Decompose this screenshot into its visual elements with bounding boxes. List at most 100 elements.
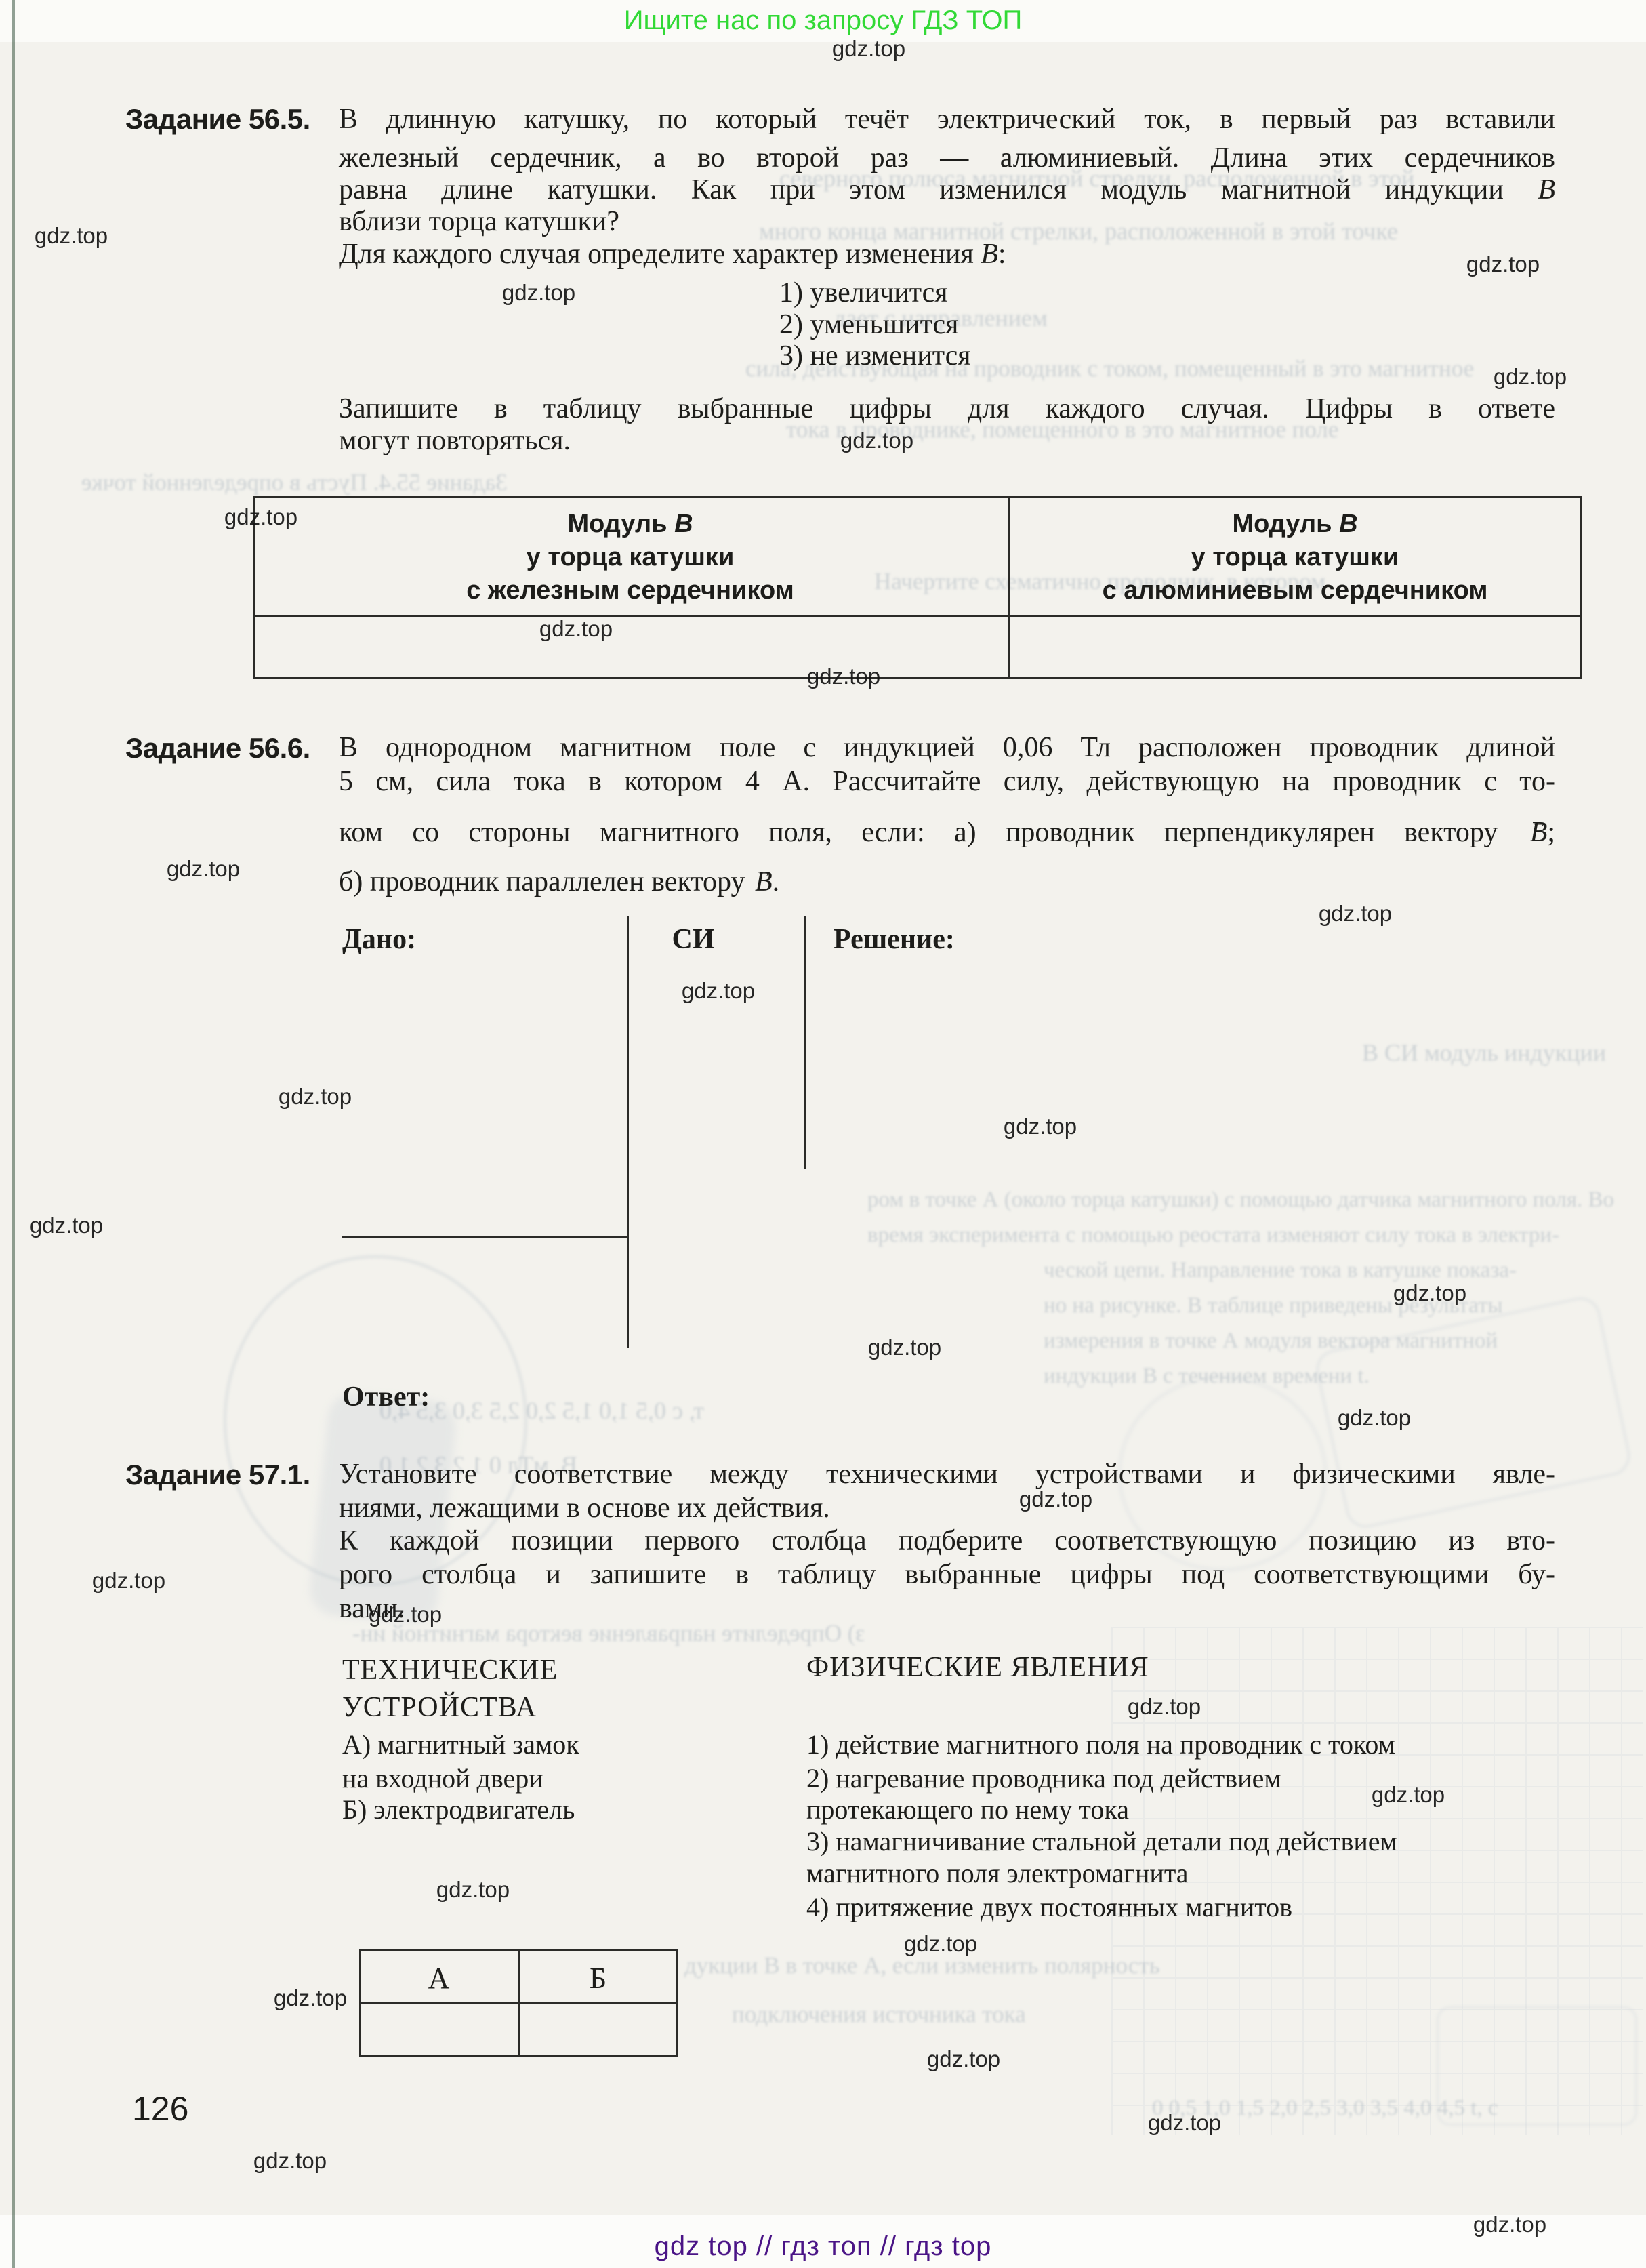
magnetic-induction-symbol: B bbox=[674, 510, 693, 538]
task-56-6-line-4: б) проводник параллелен вектору B. bbox=[339, 866, 1555, 897]
gdz-watermark: gdz.top bbox=[1466, 251, 1540, 277]
gdz-watermark: gdz.top bbox=[903, 1931, 978, 1956]
task-56-5-line-2: железный сердечник, а во второй раз — ал… bbox=[339, 142, 1555, 174]
gdz-watermark: gdz.top bbox=[1019, 1486, 1093, 1512]
table-565-col1-header-line1: Модуль B bbox=[567, 510, 693, 538]
footer-watermark: gdz top // гдз топ // гдз top bbox=[654, 2231, 992, 2261]
answer-option-2: 2) уменьшится bbox=[779, 309, 959, 340]
gdz-watermark: gdz.top bbox=[278, 1084, 352, 1109]
phenomenon-item-4: 4) притяжение двух постоянных магнитов bbox=[806, 1892, 1293, 1922]
comparison-table bbox=[253, 496, 1582, 679]
task-56-5-label: Задание 56.5. bbox=[125, 103, 310, 135]
vector-b-symbol: B bbox=[755, 866, 773, 897]
phenomenon-item-2-line1: 2) нагревание проводника под действием bbox=[806, 1763, 1281, 1794]
gdz-watermark: gdz.top bbox=[840, 428, 914, 453]
solution-divider-left bbox=[627, 916, 629, 1348]
device-item-b: Б) электродвигатель bbox=[342, 1794, 575, 1825]
ghost-text: В СИ модуль индукции bbox=[1362, 1039, 1607, 1066]
magnetic-induction-symbol: B bbox=[981, 239, 998, 270]
otvet-label: Ответ: bbox=[342, 1381, 430, 1413]
si-label: СИ bbox=[672, 924, 715, 955]
coil-sketch-bleedthrough bbox=[1118, 1376, 1327, 1571]
gdz-watermark: gdz.top bbox=[1003, 1114, 1077, 1139]
task-56-6-label: Задание 56.6. bbox=[125, 732, 310, 764]
gdz-watermark: gdz.top bbox=[1371, 1782, 1445, 1807]
gdz-watermark: gdz.top bbox=[1337, 1405, 1412, 1430]
ghost-text: дает с направлением bbox=[834, 304, 1048, 331]
ghost-text: ром в точке А (около торца катушки) с по… bbox=[867, 1188, 1615, 1212]
ghost-text: Задание 55.4. Пусть в определенной точке bbox=[81, 469, 508, 495]
gdz-watermark: gdz.top bbox=[1127, 1694, 1201, 1719]
table-565-col2-header-line1: Модуль B bbox=[1232, 510, 1358, 538]
grid-bleedthrough bbox=[1111, 1627, 1643, 2135]
page-number: 126 bbox=[132, 2090, 189, 2128]
gdz-watermark: gdz.top bbox=[1493, 364, 1567, 389]
small-sketch-bleedthrough bbox=[1437, 2006, 1637, 2126]
comparison-table-row-divider bbox=[253, 615, 1582, 617]
gdz-watermark: gdz.top bbox=[926, 2046, 1001, 2071]
task-56-5-line-1: В длинную катушку, по который течёт элек… bbox=[339, 104, 1555, 135]
ghost-text: измерения в точке А модуля вектора магни… bbox=[1044, 1329, 1498, 1353]
task-56-5-line-4: вблизи торца катушки? bbox=[339, 206, 620, 237]
gdz-watermark: gdz.top bbox=[1147, 2110, 1222, 2135]
task-56-5-note-2: могут повторяться. bbox=[339, 425, 571, 456]
task-57-1-label: Задание 57.1. bbox=[125, 1459, 310, 1491]
answer-option-1: 1) увеличится bbox=[779, 277, 948, 308]
promo-banner: Ищите нас по запросу ГДЗ ТОП bbox=[623, 5, 1023, 35]
ghost-text: 0 0,5 1,0 1,5 2,0 2,5 3,0 3,5 4,0 4,5 t,… bbox=[1152, 2096, 1498, 2120]
phenomenon-item-3-line1: 3) намагничивание стальной детали под де… bbox=[806, 1826, 1397, 1857]
table-565-col1-header-line2: у торца катушки bbox=[526, 543, 735, 571]
task-57-1-line-3: К каждой позиции первого столбца подбери… bbox=[339, 1525, 1555, 1556]
ghost-text: северного полюса магнитной стрелки, расп… bbox=[779, 165, 1415, 192]
ghost-text: дукции B в точке А, если изменить полярн… bbox=[684, 1952, 1160, 1979]
vector-b-symbol: B bbox=[1530, 817, 1548, 848]
ghost-text: время эксперимента с помощью реостата из… bbox=[867, 1223, 1560, 1247]
left-column-header-line1: ТЕХНИЧЕСКИЕ bbox=[342, 1655, 558, 1686]
dano-label: Дано: bbox=[342, 924, 417, 955]
ghost-text: тока в проводнике, помещенного в это маг… bbox=[786, 416, 1339, 443]
magnetic-induction-symbol: B bbox=[1339, 510, 1358, 538]
answer-table-col-a: А bbox=[428, 1962, 450, 1995]
scan-edge-line bbox=[12, 0, 15, 2268]
ghost-text: Начертите схематично проводник, в которо… bbox=[874, 568, 1326, 594]
gdz-watermark: gdz.top bbox=[806, 664, 881, 689]
bottom-white-strip bbox=[0, 2215, 1646, 2268]
reshenie-label: Решение: bbox=[834, 924, 955, 955]
table-565-col2-header-line2: у торца катушки bbox=[1191, 543, 1399, 571]
top-white-strip bbox=[0, 0, 1646, 42]
ghost-text: сила, действующая на проводник с током, … bbox=[745, 355, 1475, 382]
gdz-watermark: gdz.top bbox=[273, 1985, 348, 2010]
magnetic-induction-symbol: B bbox=[1538, 174, 1556, 205]
gdz-watermark: gdz.top bbox=[831, 36, 906, 61]
answer-table-col-b: Б bbox=[589, 1962, 607, 1995]
phenomenon-item-2-line2: протекающего по нему тока bbox=[806, 1794, 1129, 1825]
gdz-watermark: gdz.top bbox=[501, 280, 576, 305]
gdz-watermark: gdz.top bbox=[368, 1602, 443, 1627]
gdz-watermark: gdz.top bbox=[91, 1568, 166, 1593]
ghost-text: ческой цепи. Направление тока в катушке … bbox=[1044, 1258, 1517, 1282]
gdz-watermark: gdz.top bbox=[1318, 901, 1393, 926]
phenomenon-item-1: 1) действие магнитного поля на проводник… bbox=[806, 1729, 1395, 1760]
task-56-5-line-3: равна длине катушки. Как при этом измени… bbox=[339, 174, 1556, 205]
gdz-watermark: gdz.top bbox=[539, 616, 613, 641]
task-57-1-line-4: рого столбца и запишите в таблицу выбран… bbox=[339, 1559, 1555, 1590]
task-56-5-line-5: Для каждого случая определите характер и… bbox=[339, 239, 1006, 270]
gdz-watermark: gdz.top bbox=[166, 856, 241, 881]
task-56-5-note-1: Запишите в таблицу выбранные цифры для к… bbox=[339, 393, 1555, 424]
task-57-1-line-2: ниями, лежащими в основе их действия. bbox=[339, 1493, 830, 1524]
ghost-text: но на рисунке. В таблице приведены резул… bbox=[1044, 1293, 1503, 1318]
comparison-table-column-divider bbox=[1008, 496, 1010, 679]
answer-table-row-divider bbox=[359, 2002, 678, 2004]
gdz-watermark: gdz.top bbox=[436, 1877, 510, 1902]
task-57-1-line-5: вами. bbox=[339, 1593, 405, 1624]
solution-divider-right bbox=[804, 916, 806, 1169]
task-56-6-line-2: 5 см, сила тока в котором 4 А. Рассчитай… bbox=[339, 766, 1555, 797]
dano-nayti-separator bbox=[342, 1236, 627, 1238]
answer-option-3: 3) не изменится bbox=[779, 340, 971, 371]
gdz-watermark: gdz.top bbox=[867, 1335, 942, 1360]
table-565-col2-header-line3: с алюминиевым сердечником bbox=[1102, 576, 1488, 605]
gdz-watermark: gdz.top bbox=[34, 223, 108, 248]
gdz-watermark: gdz.top bbox=[681, 978, 756, 1003]
right-column-header: ФИЗИЧЕСКИЕ ЯВЛЕНИЯ bbox=[806, 1652, 1149, 1683]
